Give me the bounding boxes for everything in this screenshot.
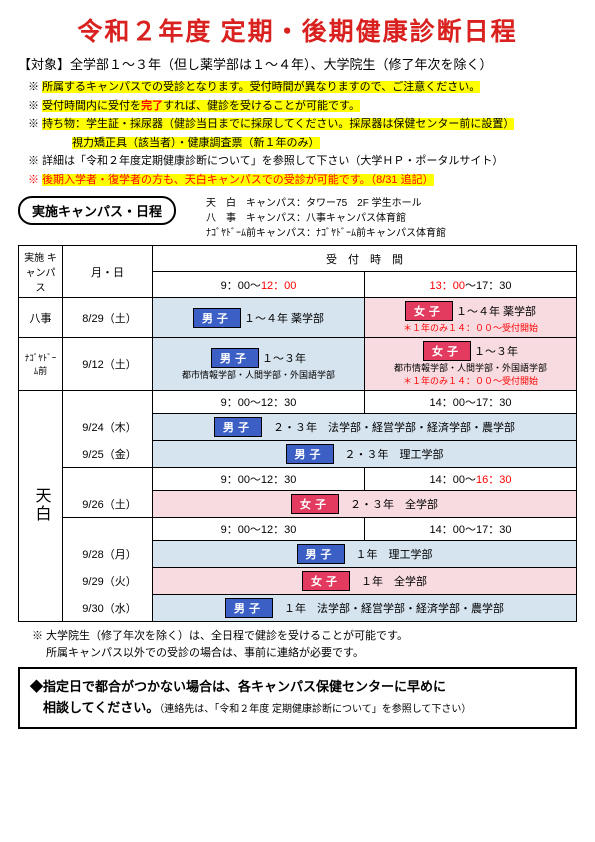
campus-legend: 天 白 キャンパス：タワー75 2F 学生ホール 八 事 キャンパス：八事キャン… bbox=[206, 196, 446, 241]
campus-header: 実施キャンパス・日程 天 白 キャンパス：タワー75 2F 学生ホール 八 事 … bbox=[18, 196, 577, 241]
footnote-1: ※ 大学院生（修了年次を除く）は、全日程で健診を受けることが可能です。 bbox=[32, 628, 577, 645]
th-date: 月・日 bbox=[63, 246, 153, 298]
page-title: 令和２年度 定期・後期健康診断日程 bbox=[18, 12, 577, 48]
footnote: ※ 大学院生（修了年次を除く）は、全日程で健診を受けることが可能です。 所属キャ… bbox=[32, 628, 577, 661]
cell-f: 女子 ２・３年 全学部 bbox=[153, 491, 577, 518]
cell-f: 女子 １～４年 薬学部＊１年のみ１４：００～受付開始 bbox=[365, 298, 577, 338]
th-morning: 9：00～12：00 bbox=[153, 272, 365, 298]
row-925: 9/25（金） 男子 ２・３年 理工学部 bbox=[19, 441, 577, 468]
notices-block: ※ 所属するキャンパスでの受診となります。受付時間が異なりますので、ご注意くださ… bbox=[28, 79, 577, 188]
box-line1: ◆指定日で都合がつかない場合は、各キャンパス保健センターに早めに bbox=[30, 679, 446, 694]
cell-date: 9/29（火） bbox=[63, 568, 153, 595]
th-campus: 実施 キャンパス bbox=[19, 246, 63, 298]
cell-m: 男子 ２・３年 法学部・経営学部・経済学部・農学部 bbox=[153, 414, 577, 441]
cell-time: 9：00～12：30 bbox=[153, 468, 365, 491]
notice-2: ※ 受付時間内に受付を完了すれば、健診を受けることが可能です。 bbox=[28, 98, 577, 115]
notice-1: ※ 所属するキャンパスでの受診となります。受付時間が異なりますので、ご注意くださ… bbox=[28, 79, 577, 96]
cell-tenpaku: 天白 bbox=[19, 391, 63, 622]
notice-3b: 視力矯正具（該当者）・健康調査票（新１年のみ） bbox=[28, 135, 577, 152]
th-slot: 受 付 時 間 bbox=[153, 246, 577, 272]
cell-time: 14：00～17：30 bbox=[365, 391, 577, 414]
notice-3: ※ 持ち物：学生証・採尿器（健診当日までに採尿してください。採尿器は保健センター… bbox=[28, 116, 577, 133]
contact-box: ◆指定日で都合がつかない場合は、各キャンパス保健センターに早めに 相談してくださ… bbox=[18, 667, 577, 729]
cell-date: 9/12（土） bbox=[63, 338, 153, 391]
row-time-h3: 天白 9：00～12：30 14：00～17：30 bbox=[19, 391, 577, 414]
cell-date: 9/24（木） bbox=[63, 414, 153, 441]
notice-5: ※ 後期入学者・復学者の方も、天白キャンパスでの受診が可能です。（8/31 追記… bbox=[28, 172, 577, 189]
box-sub: （連絡先は、「令和２年度 定期健康診断について」を参照して下さい） bbox=[159, 704, 471, 715]
legend-1: 天 白 キャンパス：タワー75 2F 学生ホール bbox=[206, 196, 446, 211]
cell-date: 9/25（金） bbox=[63, 441, 153, 468]
box-line2: 相談してください。 bbox=[30, 700, 159, 715]
row-dome: ﾅｺﾞﾔﾄﾞｰﾑ前 9/12（土） 男子 １～３年都市情報学部・人間学部・外国語… bbox=[19, 338, 577, 391]
row-time-h4: 9：00～12：30 14：00～16：30 bbox=[19, 468, 577, 491]
cell-m: 男子 １～４年 薬学部 bbox=[153, 298, 365, 338]
th-afternoon: 13：00～17：30 bbox=[365, 272, 577, 298]
cell-date: 9/26（土） bbox=[63, 491, 153, 518]
campus-badge: 実施キャンパス・日程 bbox=[18, 196, 176, 225]
schedule-table: 実施 キャンパス 月・日 受 付 時 間 9：00～12：00 13：00～17… bbox=[18, 245, 577, 622]
row-929: 9/29（火） 女子 １年 全学部 bbox=[19, 568, 577, 595]
cell-date: 8/29（土） bbox=[63, 298, 153, 338]
cell-f: 女子 １年 全学部 bbox=[153, 568, 577, 595]
notice-4: ※ 詳細は「令和２年度定期健康診断について」を参照して下さい（大学ＨＰ・ポータル… bbox=[28, 153, 577, 170]
cell-date: 9/28（月） bbox=[63, 541, 153, 568]
cell-campus: 八事 bbox=[19, 298, 63, 338]
cell-time: 14：00～16：30 bbox=[365, 468, 577, 491]
row-928: 9/28（月） 男子 １年 理工学部 bbox=[19, 541, 577, 568]
cell-time: 14：00～17：30 bbox=[365, 518, 577, 541]
footnote-2: 所属キャンパス以外での受診の場合は、事前に連絡が必要です。 bbox=[32, 645, 577, 662]
cell-m: 男子 １年 法学部・経営学部・経済学部・農学部 bbox=[153, 595, 577, 622]
legend-3: ﾅｺﾞﾔﾄﾞｰﾑ前キャンパス：ﾅｺﾞﾔﾄﾞｰﾑ前キャンパス体育館 bbox=[206, 226, 446, 241]
row-yagoto: 八事 8/29（土） 男子 １～４年 薬学部 女子 １～４年 薬学部＊１年のみ１… bbox=[19, 298, 577, 338]
cell-m: 男子 ２・３年 理工学部 bbox=[153, 441, 577, 468]
cell-date: 9/30（水） bbox=[63, 595, 153, 622]
cell-time: 9：00～12：30 bbox=[153, 391, 365, 414]
row-930: 9/30（水） 男子 １年 法学部・経営学部・経済学部・農学部 bbox=[19, 595, 577, 622]
target-text: 【対象】全学部１～３年（但し薬学部は１～４年）、大学院生（修了年次を除く） bbox=[18, 54, 577, 73]
row-926: 9/26（土） 女子 ２・３年 全学部 bbox=[19, 491, 577, 518]
row-924: 9/24（木） 男子 ２・３年 法学部・経営学部・経済学部・農学部 bbox=[19, 414, 577, 441]
cell-m: 男子 １年 理工学部 bbox=[153, 541, 577, 568]
row-time-h5: 9：00～12：30 14：00～17：30 bbox=[19, 518, 577, 541]
cell-time: 9：00～12：30 bbox=[153, 518, 365, 541]
legend-2: 八 事 キャンパス：八事キャンパス体育館 bbox=[206, 211, 446, 226]
cell-campus: ﾅｺﾞﾔﾄﾞｰﾑ前 bbox=[19, 338, 63, 391]
cell-f: 女子 １～３年都市情報学部・人間学部・外国語学部＊１年のみ１４：００～受付開始 bbox=[365, 338, 577, 391]
cell-m: 男子 １～３年都市情報学部・人間学部・外国語学部 bbox=[153, 338, 365, 391]
